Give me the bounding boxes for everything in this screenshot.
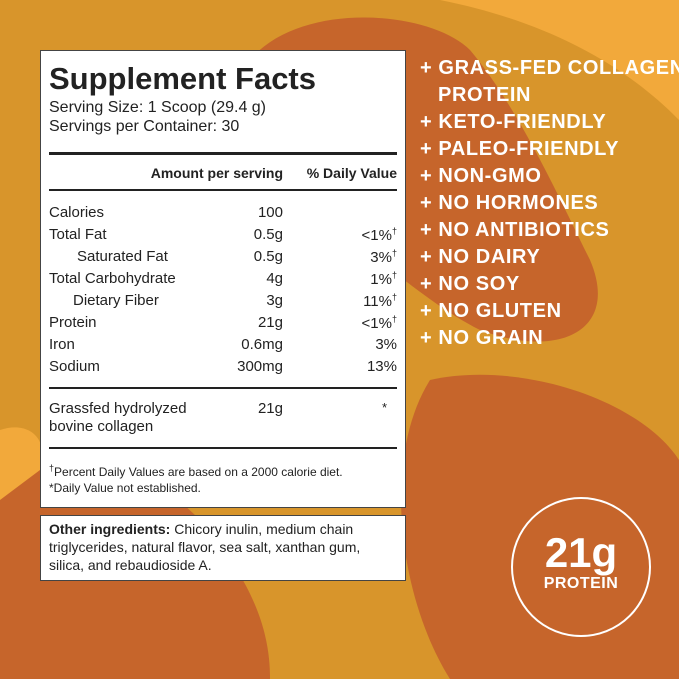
claim: + NON-GMO — [420, 165, 542, 187]
nutrient: Saturated Fat — [77, 248, 168, 265]
claim: + PALEO-FRIENDLY — [420, 138, 620, 160]
servings-per-container: Servings per Container: 30 — [49, 118, 240, 135]
claim: + NO ANTIBIOTICS — [420, 219, 610, 241]
nutrient-row: Total Fat 0.5g <1%† — [49, 226, 397, 246]
dv: 11% — [363, 293, 392, 310]
nutrient: Dietary Fiber — [73, 292, 159, 309]
amount: 0.5g — [253, 226, 283, 243]
daily-value: <1%† — [362, 226, 397, 244]
daily-value: 11%† — [363, 292, 397, 310]
nutrient: Total Fat — [49, 226, 107, 243]
ingredients-label: Other ingredients: — [49, 521, 171, 537]
nutrient-row: Dietary Fiber 3g 11%† — [49, 292, 397, 312]
daily-value: <1%† — [362, 314, 397, 332]
claim: + KETO-FRIENDLY — [420, 111, 607, 133]
dagger: † — [49, 463, 55, 473]
footnote: *Daily Value not established. — [49, 481, 201, 495]
nutrient-row: Calories 100 — [49, 204, 397, 224]
nutrient: Total Carbohydrate — [49, 270, 176, 287]
daily-value: 3% — [375, 336, 397, 353]
nutrient-row: Saturated Fat 0.5g 3%† — [49, 248, 397, 268]
nutrient: Protein — [49, 314, 97, 331]
amount: 21g — [257, 400, 283, 417]
claim: + NO GLUTEN — [420, 300, 562, 322]
claim: + NO HORMONES — [420, 192, 599, 214]
dagger: † — [391, 226, 397, 236]
rule — [49, 387, 397, 389]
footnote: †Percent Daily Values are based on a 200… — [49, 463, 343, 479]
rule — [49, 189, 397, 191]
claim: + NO GRAIN — [420, 327, 544, 349]
nutrient-row: Protein 21g <1%† — [49, 314, 397, 334]
dagger: † — [391, 270, 397, 280]
amount: 0.5g — [253, 248, 283, 265]
footnote-text: Percent Daily Values are based on a 2000… — [54, 465, 343, 479]
nutrient-row: Total Carbohydrate 4g 1%† — [49, 270, 397, 290]
ingredients-text: Chicory inulin, medium chain triglycerid… — [49, 521, 361, 573]
nutrient: Iron — [49, 336, 75, 353]
amount-header: Amount per serving — [150, 165, 283, 181]
nutrient-row: Sodium 300mg 13% — [49, 358, 397, 378]
amount: 300mg — [237, 358, 283, 375]
dv: 1% — [370, 271, 392, 288]
serving-size: Serving Size: 1 Scoop (29.4 g) — [49, 99, 267, 116]
nutrient-row: Iron 0.6mg 3% — [49, 336, 397, 356]
daily-value: * — [381, 400, 387, 415]
collagen-row: Grassfed hydrolyzed bovine collagen 21g * — [49, 400, 397, 440]
amount: 21g — [257, 314, 283, 331]
facts-title: Supplement Facts — [49, 61, 316, 96]
badge-label: PROTEIN — [543, 575, 619, 592]
claim: + NO DAIRY — [420, 246, 541, 268]
rule — [49, 152, 397, 155]
daily-value: 3%† — [370, 248, 397, 266]
amount: 4g — [266, 270, 283, 287]
dv: <1% — [361, 315, 392, 332]
nutrient: Calories — [49, 204, 105, 221]
ingredients: Other ingredients: Chicory inulin, mediu… — [40, 515, 406, 581]
protein-badge: 21g PROTEIN — [511, 497, 651, 637]
dagger: † — [391, 314, 397, 324]
daily-value: 13% — [366, 358, 397, 375]
amount: 0.6mg — [241, 336, 283, 353]
dv: <1% — [361, 227, 392, 244]
nutrient: Grassfed hydrolyzed bovine collagen — [49, 400, 187, 435]
daily-value: 1%† — [370, 270, 397, 288]
dv: 3% — [370, 249, 392, 266]
amount: 100 — [257, 204, 283, 221]
dv-header: % Daily Value — [306, 165, 397, 181]
nutrient: Sodium — [49, 358, 100, 375]
supplement-facts: Supplement Facts Serving Size: 1 Scoop (… — [40, 50, 406, 508]
badge-amount: 21g — [544, 529, 618, 576]
dagger: † — [391, 248, 397, 258]
claim: + GRASS-FED COLLAGEN PROTEIN — [420, 57, 679, 106]
claim: + NO SOY — [420, 273, 520, 295]
rule — [49, 447, 397, 449]
amount: 3g — [266, 292, 283, 309]
dagger: † — [391, 292, 397, 302]
